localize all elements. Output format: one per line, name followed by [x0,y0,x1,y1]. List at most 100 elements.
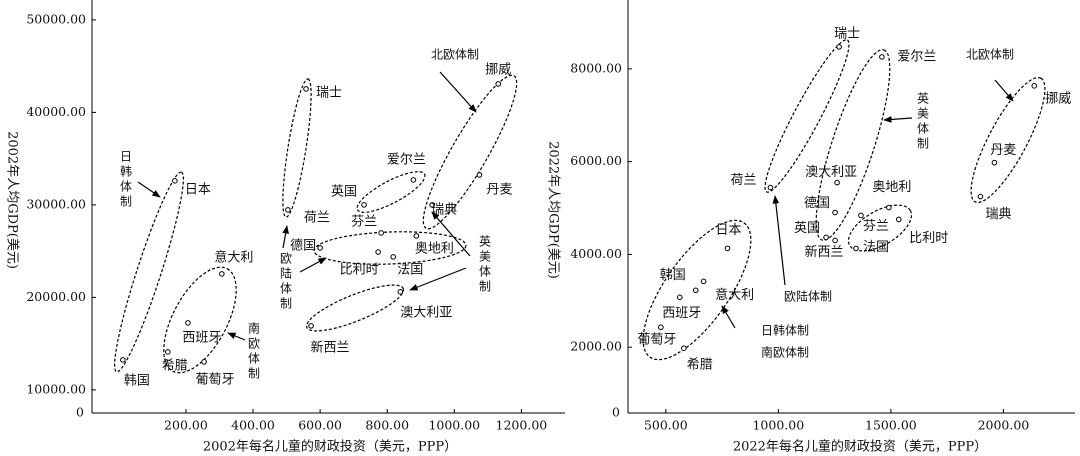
y-axis-label: 2022年人均GDP(美元) [546,141,561,279]
point-label: 澳大利亚 [400,304,452,320]
point [410,177,417,183]
y-tick-label: 50000.00 [26,11,86,26]
group-ellipse [847,204,913,252]
group-ellipse [282,78,312,218]
point-label: 意大利 [715,287,754,303]
point-label: 荷兰 [730,173,756,188]
point [886,204,892,211]
point-label: 韩国 [124,373,150,388]
point-label: 挪威 [1045,91,1071,106]
point [1031,83,1038,89]
arrow [439,71,477,113]
point-label: 新西兰 [311,339,350,355]
point [378,230,384,236]
group-annotation: 日韩体制 [761,323,809,338]
x-tick-label: 1200.00 [496,418,548,433]
point-label: 挪威 [485,62,511,77]
group-ellipse [163,266,237,374]
arrow [299,257,327,273]
point [375,249,381,255]
y-tick-label: 10000.00 [26,381,86,396]
point-label: 奥地利 [415,241,454,256]
point [429,202,435,208]
point-label: 葡萄牙 [637,333,676,348]
point-label: 比利时 [340,263,379,278]
point-label: 新西兰 [805,244,844,260]
y-tick-label: 40000.00 [26,104,86,119]
point-label: 法国 [397,262,423,277]
y-tick-label: 30000.00 [26,196,86,211]
group-ellipse [642,219,752,361]
group-ellipse [422,74,518,230]
group-annotation: 日韩体制 [119,150,133,210]
point [185,320,191,326]
point-label: 瑞典 [431,202,457,217]
y-tick-label: 2000.00 [570,339,622,354]
point [165,349,171,355]
point-label: 韩国 [660,268,686,283]
group-ellipse [764,39,850,193]
origin-label: 0 [612,405,620,420]
x-tick-label: 1000.00 [428,418,480,433]
y-tick-label: 8000.00 [570,60,622,75]
point [285,207,291,213]
point [658,324,664,331]
group-annotation: 南欧体制 [247,321,261,382]
point-label: 葡萄牙 [196,372,235,387]
point-label: 希腊 [687,358,713,373]
point [681,345,687,351]
group-ellipse [970,76,1046,204]
arrow [883,116,913,123]
point [172,178,178,184]
point [676,294,683,301]
point-label: 英国 [331,184,357,199]
point [832,209,838,216]
origin-label: 0 [76,405,84,420]
group-annotation: 欧陆体制 [784,289,832,304]
point [834,179,840,186]
point [991,159,998,166]
point-label: 意大利 [214,249,253,265]
group-annotation: 北欧体制 [966,48,1014,62]
point-label: 法国 [863,240,889,255]
point-label: 希腊 [162,358,188,373]
group-ellipse [114,171,184,373]
point [201,359,207,365]
x-tick-label: 800.00 [365,418,409,433]
point [413,233,420,239]
point [836,44,842,50]
point-label: 爱尔兰 [387,152,426,167]
y-tick-label: 6000.00 [570,153,622,168]
point-label: 瑞士 [316,85,342,100]
x-tick-label: 500.00 [644,418,688,433]
x-axis-label: 2002年每名儿童的财政投资（美元，PPP） [203,439,457,455]
group-annotation: 英美体制 [478,235,492,295]
point [308,323,314,329]
point-label: 瑞典 [985,207,1011,222]
point [476,172,483,178]
arrow [772,195,786,286]
point [303,86,309,92]
x-tick-label: 2000.00 [978,418,1030,433]
arrow [137,181,161,198]
group-annotation: 欧陆体制 [279,252,293,312]
x-tick-label: 200.00 [164,418,208,433]
point-label: 奥地利 [872,180,911,195]
point [361,202,367,208]
point-label: 日本 [715,223,741,238]
point [879,54,885,60]
point [390,254,397,260]
arrow [721,305,736,329]
point [120,357,126,363]
group-annotation: 英美体制 [916,92,930,152]
point-label: 丹麦 [990,143,1016,158]
arrow [227,332,246,341]
point [823,234,829,241]
point-label: 丹麦 [486,182,512,197]
group-annotation: 南欧体制 [761,345,809,360]
point [832,237,838,244]
arrow [282,225,289,249]
point [700,278,707,285]
group-ellipse [815,49,891,241]
y-axis-label: 2002年人均GDP(美元) [5,131,20,269]
